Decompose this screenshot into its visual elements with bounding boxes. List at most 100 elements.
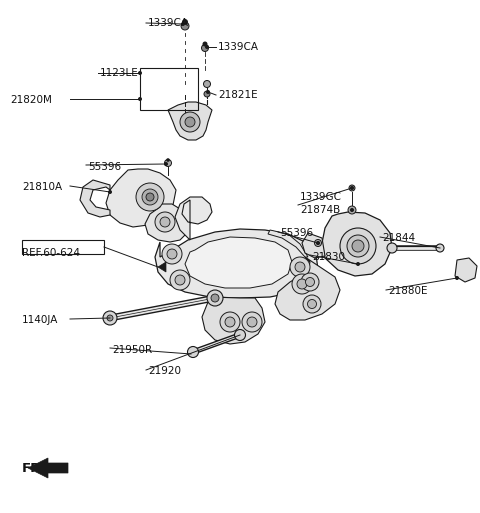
Text: 1339CA: 1339CA — [218, 42, 259, 52]
Polygon shape — [275, 257, 340, 320]
Circle shape — [438, 246, 442, 250]
Text: 21874B: 21874B — [300, 205, 340, 215]
Circle shape — [165, 160, 171, 167]
Circle shape — [295, 262, 305, 272]
Circle shape — [238, 333, 242, 337]
Circle shape — [235, 329, 245, 341]
Circle shape — [107, 315, 113, 321]
Circle shape — [387, 243, 397, 253]
Polygon shape — [155, 229, 318, 298]
Polygon shape — [175, 197, 212, 240]
Circle shape — [142, 189, 158, 205]
Circle shape — [350, 186, 354, 190]
Circle shape — [238, 333, 242, 337]
Circle shape — [204, 81, 211, 88]
Circle shape — [438, 246, 442, 250]
Circle shape — [108, 316, 112, 320]
Polygon shape — [168, 102, 212, 140]
Circle shape — [108, 315, 112, 321]
Circle shape — [204, 91, 210, 97]
Circle shape — [108, 190, 112, 194]
Circle shape — [166, 158, 170, 162]
Text: 21844: 21844 — [382, 233, 415, 243]
Circle shape — [305, 278, 314, 286]
Polygon shape — [28, 458, 68, 478]
Circle shape — [138, 71, 142, 75]
Circle shape — [301, 273, 319, 291]
Polygon shape — [145, 204, 190, 242]
Circle shape — [205, 45, 209, 49]
Polygon shape — [202, 297, 265, 344]
Circle shape — [242, 312, 262, 332]
Circle shape — [436, 244, 444, 252]
Circle shape — [220, 312, 240, 332]
Circle shape — [103, 311, 117, 325]
Polygon shape — [302, 233, 325, 258]
Text: 1123LE: 1123LE — [100, 68, 139, 78]
Circle shape — [202, 45, 208, 51]
Circle shape — [225, 317, 235, 327]
Circle shape — [314, 240, 322, 247]
Circle shape — [155, 212, 175, 232]
Circle shape — [180, 112, 200, 132]
Circle shape — [211, 294, 219, 302]
Circle shape — [316, 241, 320, 245]
Polygon shape — [185, 237, 292, 288]
Polygon shape — [106, 169, 176, 227]
Circle shape — [167, 249, 177, 259]
Polygon shape — [80, 180, 110, 217]
Circle shape — [347, 235, 369, 257]
Text: 21820M: 21820M — [10, 95, 52, 105]
Circle shape — [181, 22, 189, 30]
Text: 1339CA: 1339CA — [148, 18, 189, 28]
Circle shape — [207, 290, 223, 306]
Text: 21830: 21830 — [312, 252, 345, 262]
Bar — [22, 240, 104, 254]
Polygon shape — [455, 258, 477, 282]
Circle shape — [164, 162, 168, 166]
Circle shape — [136, 183, 164, 211]
Circle shape — [292, 274, 312, 294]
Circle shape — [138, 97, 142, 101]
Circle shape — [316, 241, 320, 245]
Circle shape — [308, 300, 316, 308]
Text: 21950R: 21950R — [112, 345, 152, 355]
Text: 55396: 55396 — [280, 228, 313, 238]
Circle shape — [349, 185, 355, 191]
Polygon shape — [268, 230, 308, 257]
Text: REF.60-624: REF.60-624 — [22, 248, 80, 258]
Circle shape — [290, 257, 310, 277]
Circle shape — [160, 217, 170, 227]
Circle shape — [350, 208, 354, 212]
Circle shape — [206, 90, 210, 94]
Circle shape — [175, 275, 185, 285]
Circle shape — [188, 346, 199, 358]
Circle shape — [189, 352, 193, 356]
Circle shape — [297, 279, 307, 289]
Circle shape — [203, 42, 207, 47]
Circle shape — [181, 22, 185, 26]
Text: 21920: 21920 — [148, 366, 181, 376]
Circle shape — [455, 276, 459, 280]
Circle shape — [340, 228, 376, 264]
Text: 21810A: 21810A — [22, 182, 62, 192]
Polygon shape — [158, 262, 166, 272]
Text: 1339GC: 1339GC — [300, 192, 342, 202]
Circle shape — [182, 19, 188, 25]
Circle shape — [170, 270, 190, 290]
Text: FR.: FR. — [22, 462, 47, 475]
Circle shape — [352, 240, 364, 252]
Circle shape — [247, 317, 257, 327]
Circle shape — [348, 206, 356, 214]
Text: 1140JA: 1140JA — [22, 315, 59, 325]
Circle shape — [162, 244, 182, 264]
Text: 21821E: 21821E — [218, 90, 258, 100]
Text: 21880E: 21880E — [388, 286, 428, 296]
Circle shape — [356, 262, 360, 266]
Circle shape — [185, 117, 195, 127]
Circle shape — [146, 193, 154, 201]
Polygon shape — [322, 212, 392, 276]
Bar — [140, 68, 198, 110]
Circle shape — [303, 295, 321, 313]
Text: 55396: 55396 — [88, 162, 121, 172]
